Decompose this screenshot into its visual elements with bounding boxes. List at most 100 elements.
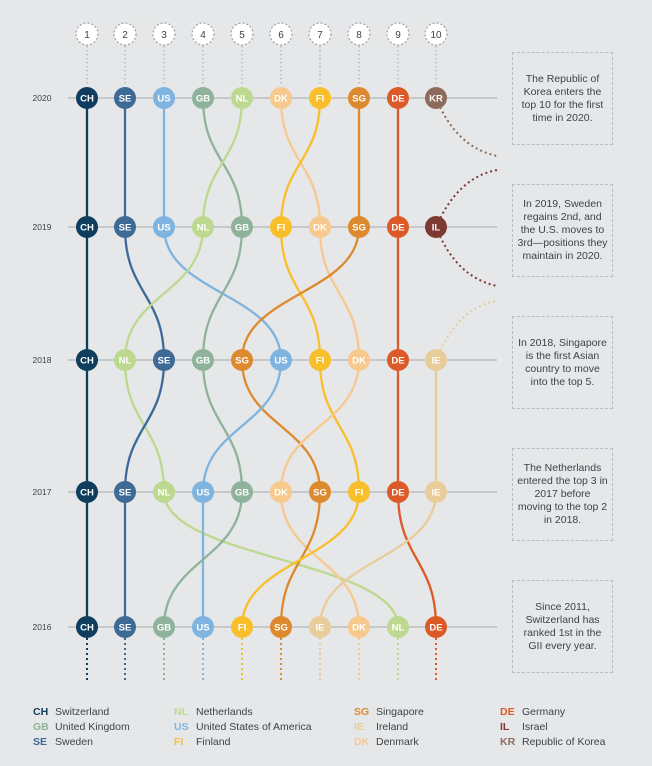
node-gb-2018 [192, 349, 214, 371]
node-us-2019 [153, 216, 175, 238]
rank-header-circle [152, 22, 176, 46]
country-path-gb [201, 359, 244, 493]
legend: CH Switzerland GB United Kingdom SE Sweden NL N… [0, 706, 652, 766]
country-path-dk [279, 359, 361, 493]
rank-header-circle [230, 22, 254, 46]
node-label: GB [235, 488, 249, 499]
node-dk-2017 [270, 481, 292, 503]
node-label: DE [391, 94, 404, 105]
rank-header-label: 5 [239, 30, 245, 41]
connector-kr [435, 97, 498, 157]
legend-code: GB [33, 721, 49, 733]
country-path-ie [318, 491, 438, 628]
country-nodes: CH SE US GB NL DK FI SG DE KR CH SE US NL GB FI DK SG DE IL… [76, 87, 447, 638]
rank-header-circle [113, 22, 137, 46]
rank-header-label: 6 [278, 30, 284, 41]
node-nl-2020 [231, 87, 253, 109]
rank-header-label: 1 [84, 30, 90, 41]
country-path-de [396, 491, 438, 628]
legend-code: NL [174, 706, 188, 718]
rank-header-circle [191, 22, 215, 46]
legend-name: United States of America [196, 721, 312, 733]
node-de-2019 [387, 216, 409, 238]
node-se-2018 [153, 349, 175, 371]
node-se-2016 [114, 616, 136, 638]
node-label: IE [432, 488, 441, 499]
node-label: CH [80, 356, 94, 367]
country-path-fi [318, 359, 361, 493]
node-se-2020 [114, 87, 136, 109]
node-sg-2016 [270, 616, 292, 638]
node-label: NL [158, 488, 171, 499]
node-label: SE [119, 223, 132, 234]
node-label: IL [432, 223, 441, 234]
node-dk-2020 [270, 87, 292, 109]
rank-headers: 1 2 3 4 5 6 7 8 9 10 [75, 22, 448, 86]
legend-code: SE [33, 736, 48, 748]
node-label: DE [391, 356, 404, 367]
rank-header-circle [269, 22, 293, 46]
country-path-nl [123, 226, 205, 361]
legend-code: FI [174, 736, 184, 748]
legend-name: Singapore [376, 706, 424, 718]
node-gb-2017 [231, 481, 253, 503]
node-label: GB [196, 356, 210, 367]
legend-item-us: US United States of America [174, 721, 312, 733]
rank-header-circle [308, 22, 332, 46]
node-ch-2018 [76, 349, 98, 371]
node-label: NL [392, 623, 405, 634]
node-label: US [157, 223, 170, 234]
node-fi-2020 [309, 87, 331, 109]
node-nl-2017 [153, 481, 175, 503]
year-label: 2018 [33, 355, 52, 365]
legend-item-se: SE Sweden [33, 736, 93, 748]
legend-name: Finland [196, 736, 231, 748]
node-label: FI [355, 488, 363, 499]
node-ch-2020 [76, 87, 98, 109]
rank-header-label: 3 [161, 30, 167, 41]
node-label: NL [119, 356, 132, 367]
ranking-chart: 1 2 3 4 5 6 7 8 9 10 2020 2019 2018 2017 2016 CH SE US G… [33, 22, 498, 682]
legend-item-sg: SG Singapore [354, 706, 424, 718]
note-singapore: In 2018, Singapore is the first Asian co… [512, 316, 613, 409]
node-label: IE [432, 356, 441, 367]
legend-item-ie: IE Ireland [354, 721, 408, 733]
country-path-gb [201, 226, 244, 361]
year-label: 2017 [33, 487, 52, 497]
country-paths [85, 97, 438, 682]
legend-code: CH [33, 706, 49, 718]
node-fi-2019 [270, 216, 292, 238]
rank-header-circle [347, 22, 371, 46]
country-path-nl [162, 491, 400, 628]
node-label: SG [235, 356, 249, 367]
node-label: US [157, 94, 170, 105]
connector-ie [435, 300, 498, 361]
legend-item-ch: CH Switzerland [33, 706, 109, 718]
node-label: DK [352, 623, 366, 634]
node-label: DK [352, 356, 366, 367]
node-label: GB [235, 223, 249, 234]
node-label: CH [80, 223, 94, 234]
year-label: 2019 [33, 222, 52, 232]
node-label: FI [316, 356, 324, 367]
node-dk-2018 [348, 349, 370, 371]
node-de-2016 [425, 616, 447, 638]
node-de-2017 [387, 481, 409, 503]
rank-header-circle [75, 22, 99, 46]
node-gb-2020 [192, 87, 214, 109]
node-us-2018 [270, 349, 292, 371]
node-us-2017 [192, 481, 214, 503]
node-il-2019 [425, 216, 447, 238]
legend-item-dk: DK Denmark [354, 736, 419, 748]
legend-code: KR [500, 736, 516, 748]
node-label: DK [274, 488, 288, 499]
node-label: US [196, 488, 209, 499]
node-ch-2017 [76, 481, 98, 503]
node-label: SE [158, 356, 171, 367]
legend-item-gb: GB United Kingdom [33, 721, 130, 733]
rank-header-label: 9 [395, 30, 401, 41]
country-path-dk [318, 226, 361, 361]
country-path-us [201, 359, 283, 493]
year-label: 2016 [33, 622, 52, 632]
node-label: DE [391, 223, 404, 234]
